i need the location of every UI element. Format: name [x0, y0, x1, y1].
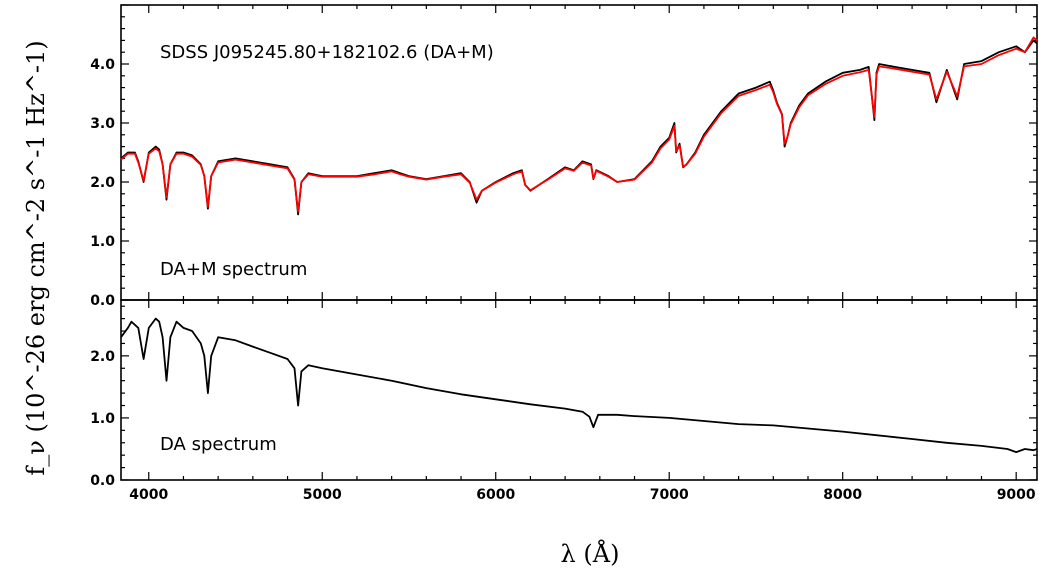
x-tick-label: 6000	[476, 487, 515, 503]
x-tick-label: 5000	[303, 487, 342, 503]
x-axis-title: λ (Å)	[561, 539, 620, 568]
bottom-y-ticks	[121, 305, 1037, 481]
x-tick-label: 7000	[650, 487, 689, 503]
top-y-tick-label: 0.0	[90, 293, 115, 309]
y-axis-title: f_ν (10^-26 erg cm^-2 s^-1 Hz^-1)	[22, 40, 50, 475]
top-spectrum-model-line	[120, 36, 1038, 213]
top-y-ticks	[121, 4, 1037, 301]
top-panel-annotation: DA+M spectrum	[160, 259, 307, 280]
x-tick-label: 8000	[823, 487, 862, 503]
top-y-tick-labels: 0.0 1.0 2.0 3.0 4.0	[90, 57, 115, 309]
bottom-y-tick-label: 0.0	[90, 473, 115, 489]
bottom-x-ticks	[148, 300, 1017, 480]
x-tick-label: 4000	[129, 487, 168, 503]
top-spectrum-observed-line	[120, 39, 1038, 216]
x-tick-labels: 4000 5000 6000 7000 8000 9000	[129, 487, 1036, 503]
bottom-y-tick-label: 2.0	[90, 349, 115, 365]
top-y-tick-label: 3.0	[90, 116, 115, 132]
x-tick-label: 9000	[997, 487, 1036, 503]
bottom-y-tick-label: 1.0	[90, 411, 115, 427]
bottom-plot-frame	[120, 299, 1038, 481]
top-series	[120, 36, 1038, 216]
bottom-panel: 0.0 1.0 2.0 DA spectrum	[90, 299, 1038, 489]
bottom-y-tick-labels: 0.0 1.0 2.0	[90, 349, 115, 489]
top-y-tick-label: 4.0	[90, 57, 115, 73]
object-title: SDSS J095245.80+182102.6 (DA+M)	[160, 42, 494, 63]
bottom-spectrum-observed-line	[120, 317, 1038, 454]
top-panel: 0.0 1.0 2.0 3.0 4.0 SDSS J095245.80+182102.6…	[90, 4, 1038, 309]
top-x-ticks	[148, 5, 1017, 300]
bottom-series	[120, 317, 1038, 454]
top-y-tick-label: 1.0	[90, 234, 115, 250]
top-y-tick-label: 2.0	[90, 175, 115, 191]
bottom-panel-annotation: DA spectrum	[160, 434, 277, 455]
